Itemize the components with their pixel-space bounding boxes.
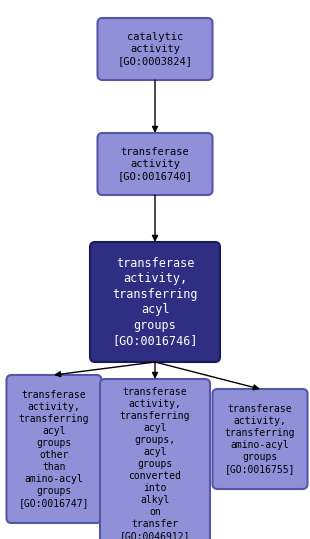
- Text: transferase
activity,
transferring
amino-acyl
groups
[GO:0016755]: transferase activity, transferring amino…: [225, 404, 295, 474]
- Text: transferase
activity,
transferring
acyl
groups
other
than
amino-acyl
groups
[GO:: transferase activity, transferring acyl …: [19, 390, 89, 508]
- FancyBboxPatch shape: [98, 133, 212, 195]
- Text: transferase
activity
[GO:0016740]: transferase activity [GO:0016740]: [117, 147, 193, 181]
- FancyBboxPatch shape: [98, 18, 212, 80]
- FancyBboxPatch shape: [90, 242, 220, 362]
- FancyBboxPatch shape: [7, 375, 101, 523]
- FancyBboxPatch shape: [100, 379, 210, 539]
- FancyBboxPatch shape: [212, 389, 308, 489]
- Text: catalytic
activity
[GO:0003824]: catalytic activity [GO:0003824]: [117, 32, 193, 66]
- Text: transferase
activity,
transferring
acyl
groups
[GO:0016746]: transferase activity, transferring acyl …: [112, 257, 198, 347]
- Text: transferase
activity,
transferring
acyl
groups,
acyl
groups
converted
into
alkyl: transferase activity, transferring acyl …: [120, 387, 190, 539]
